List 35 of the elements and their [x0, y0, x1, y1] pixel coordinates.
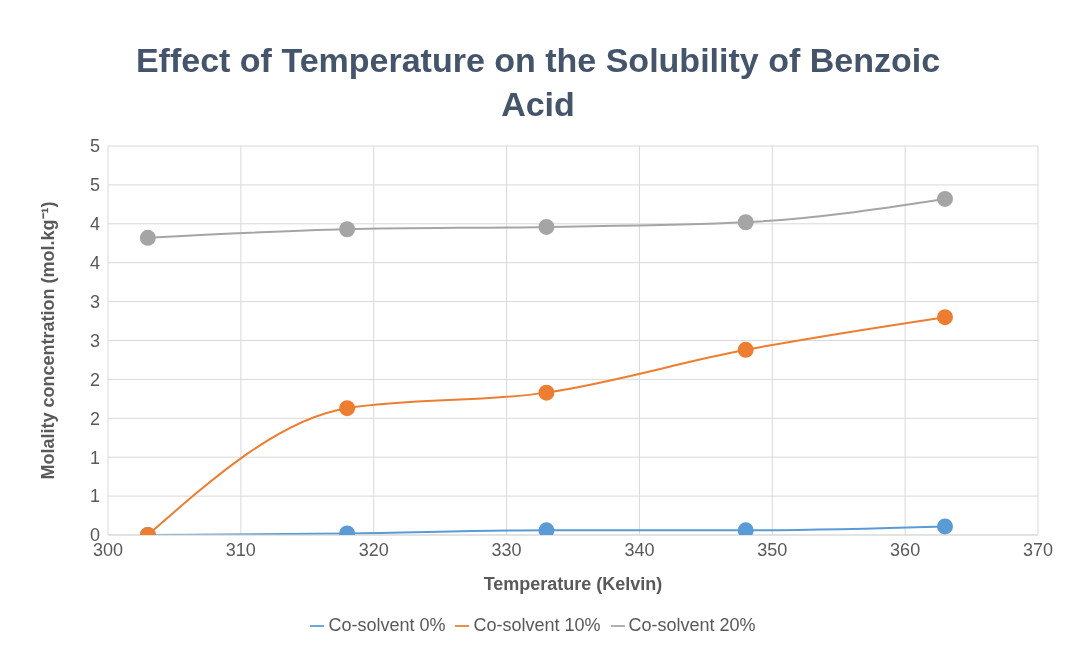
- x-tick-label: 330: [491, 539, 522, 560]
- y-tick-label: 1: [89, 447, 100, 468]
- x-tick-label: 310: [225, 539, 256, 560]
- x-tick-label: 340: [624, 539, 655, 560]
- y-tick-label: 3: [89, 330, 100, 351]
- y-tick-label: 4: [89, 214, 100, 235]
- point: [737, 522, 754, 535]
- x-tick-label: 360: [890, 539, 921, 560]
- point: [538, 522, 555, 535]
- y-tick-label: 5: [89, 136, 100, 157]
- y-tick-label: 2: [89, 408, 100, 429]
- y-axis-title: Molality concentration (mol.kg⁻¹): [38, 201, 59, 480]
- x-tick-label: 320: [358, 539, 389, 560]
- point: [937, 518, 953, 535]
- x-axis-title: Temperature (Kelvin): [483, 574, 663, 594]
- legend-label: Co-solvent 10%: [473, 615, 601, 635]
- point: [339, 221, 356, 238]
- point: [937, 309, 953, 326]
- legend-label: Co-solvent 20%: [628, 615, 756, 635]
- point: [538, 384, 555, 401]
- point: [737, 214, 754, 231]
- legend-label: Co-solvent 0%: [328, 615, 446, 635]
- point: [538, 218, 555, 235]
- point: [737, 341, 754, 358]
- x-tick-label: 370: [1022, 539, 1054, 560]
- point: [139, 229, 156, 246]
- x-tick-label: 350: [757, 539, 788, 560]
- y-tick-label: 3: [89, 291, 100, 312]
- y-tick-label: 4: [89, 253, 100, 274]
- y-tick-label: 1: [89, 486, 100, 507]
- point: [937, 190, 953, 207]
- y-tick-label: 5: [89, 175, 100, 196]
- chart-title: Effect of Temperature on the Solubility of Benzoic Acid: [134, 40, 942, 125]
- point: [339, 400, 356, 417]
- y-tick-label: 2: [89, 369, 100, 390]
